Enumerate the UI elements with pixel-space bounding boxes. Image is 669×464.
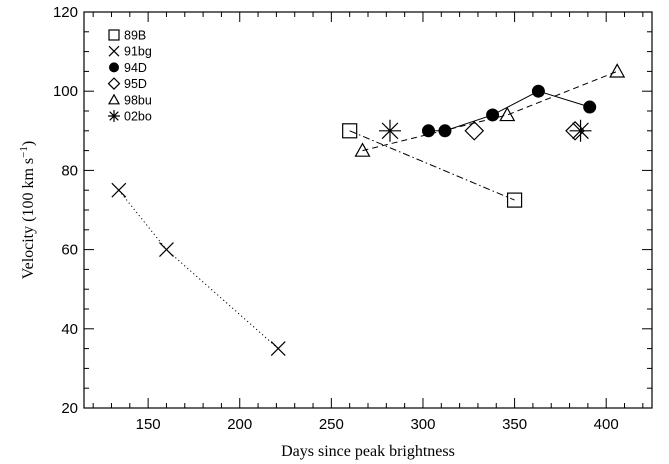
point-94d (421, 124, 435, 138)
legend-marker-94d (109, 62, 119, 73)
series-line-89b (349, 130, 515, 201)
y-tick-label: 40 (61, 321, 78, 338)
legend-marker-98bu (107, 93, 121, 105)
point-89b (342, 123, 358, 139)
y-tick-label: 20 (61, 400, 78, 417)
legend-label-91bg: 91bg (124, 45, 152, 59)
axis-ticks (84, 11, 652, 409)
point-94d (486, 108, 500, 122)
point-98bu (609, 63, 626, 78)
legend-label-98bu: 98bu (124, 93, 152, 107)
point-91bg (159, 242, 174, 258)
legend: 89B 91bg 94D 95D 98bu 02bo (107, 29, 152, 124)
series-markers (111, 63, 626, 357)
plot-frame (83, 11, 653, 409)
y-axis-label-close: ) (20, 141, 37, 146)
point-91bg (111, 182, 127, 198)
y-axis-label: Velocity (100 km s−1) (18, 141, 37, 279)
legend-label-89b: 89B (124, 29, 146, 43)
legend-marker-91bg (108, 45, 120, 57)
point-98bu (354, 142, 371, 157)
legend-marker-02bo (108, 110, 120, 122)
legend-label-94d: 94D (124, 61, 147, 75)
point-95d (464, 120, 485, 141)
y-tick-label: 60 (61, 242, 78, 259)
x-tick-label: 300 (410, 416, 435, 433)
x-tick-label: 400 (594, 416, 619, 433)
point-94d (531, 84, 545, 98)
point-94d (583, 100, 597, 114)
y-axis-label-main: Velocity (100 km s (20, 158, 37, 279)
tick-labels: 150 200 250 300 350 400 20 40 60 80 100 120 (53, 4, 619, 433)
x-axis-label: Days since peak brightness (281, 443, 455, 460)
y-tick-label: 100 (53, 83, 78, 100)
y-tick-label: 120 (53, 4, 78, 21)
point-98bu (499, 106, 516, 122)
x-tick-label: 150 (136, 416, 161, 433)
point-94d (438, 124, 452, 138)
x-tick-label: 350 (502, 416, 527, 433)
series-line-91bg (118, 189, 279, 349)
y-tick-label: 80 (61, 162, 78, 179)
point-89b (506, 192, 523, 208)
x-tick-label: 250 (319, 416, 344, 433)
legend-label-95d: 95D (124, 77, 147, 91)
point-91bg (270, 341, 286, 357)
series-lines (118, 70, 618, 349)
legend-label-02bo: 02bo (124, 110, 152, 124)
x-tick-label: 200 (227, 416, 252, 433)
legend-marker-95d (107, 77, 121, 90)
y-axis-label-sup: −1 (18, 146, 30, 158)
point-02bo (569, 119, 592, 142)
legend-marker-89b (108, 29, 120, 41)
point-02bo (378, 119, 401, 142)
